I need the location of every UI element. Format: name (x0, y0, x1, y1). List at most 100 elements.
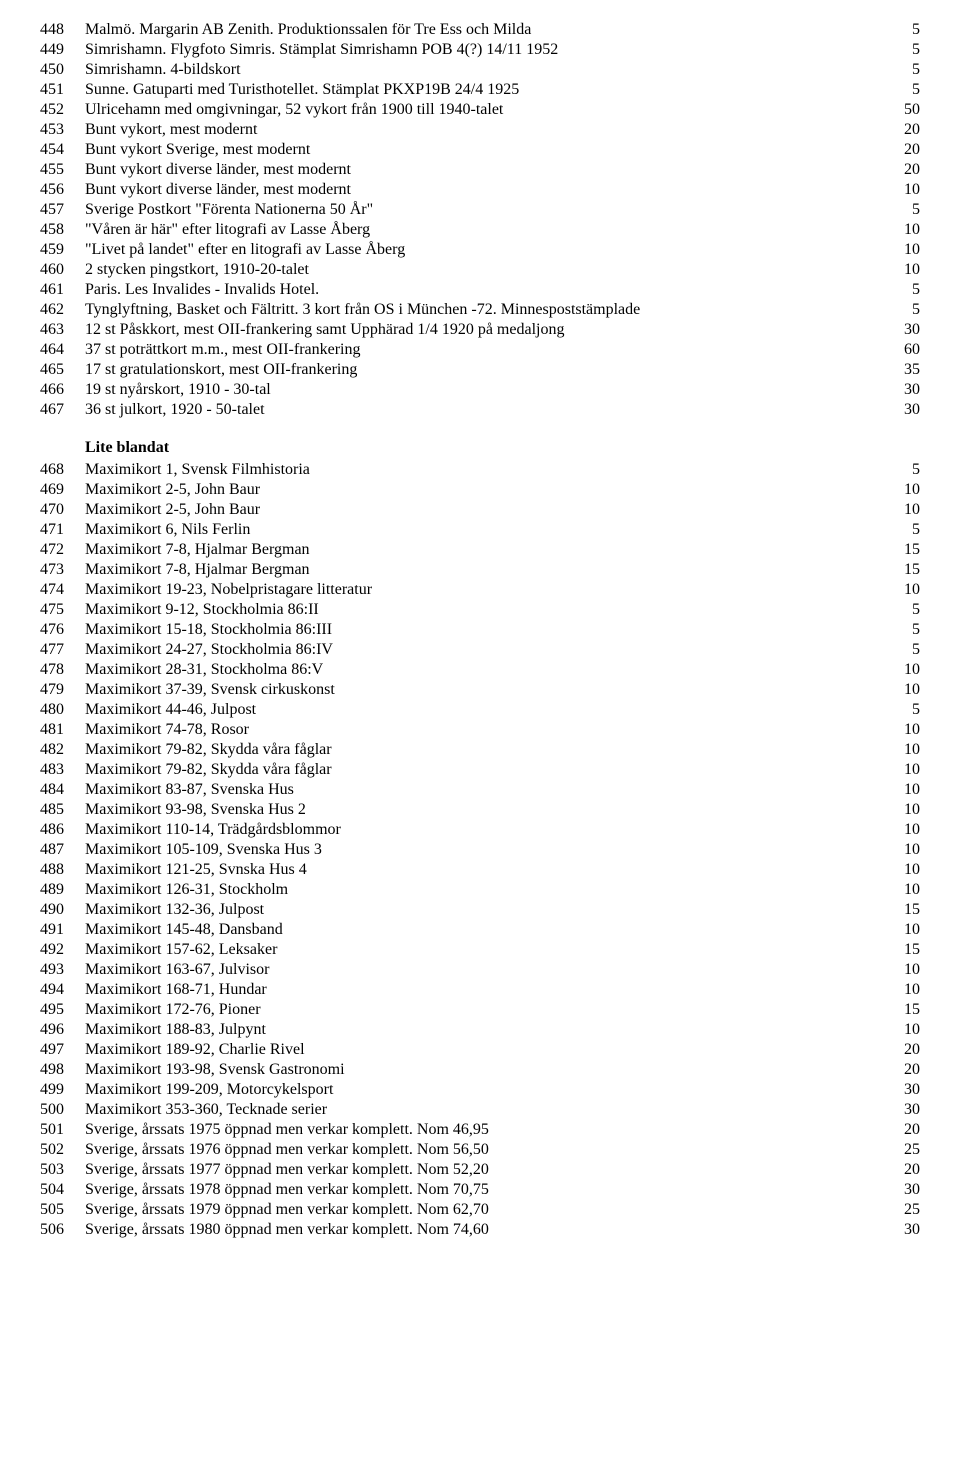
lot-price: 10 (880, 740, 920, 760)
catalog-list-1: 448Malmö. Margarin AB Zenith. Produktion… (40, 20, 920, 420)
lot-description: Maximikort 172-76, Pioner (85, 1000, 880, 1020)
lot-description: Maximikort 110-14, Trädgårdsblommor (85, 820, 880, 840)
catalog-row: 484Maximikort 83-87, Svenska Hus10 (40, 780, 920, 800)
lot-number: 481 (40, 720, 85, 740)
lot-price: 15 (880, 560, 920, 580)
lot-number: 458 (40, 220, 85, 240)
catalog-row: 456Bunt vykort diverse länder, mest mode… (40, 180, 920, 200)
lot-description: 19 st nyårskort, 1910 - 30-tal (85, 380, 880, 400)
lot-number: 500 (40, 1100, 85, 1120)
lot-price: 5 (880, 620, 920, 640)
lot-description: Maximikort 168-71, Hundar (85, 980, 880, 1000)
catalog-row: 459"Livet på landet" efter en litografi … (40, 240, 920, 260)
lot-number: 503 (40, 1160, 85, 1180)
lot-number: 473 (40, 560, 85, 580)
catalog-row: 471Maximikort 6, Nils Ferlin5 (40, 520, 920, 540)
lot-number: 476 (40, 620, 85, 640)
catalog-row: 458"Våren är här" efter litografi av Las… (40, 220, 920, 240)
lot-description: Maximikort 2-5, John Baur (85, 500, 880, 520)
lot-price: 15 (880, 900, 920, 920)
lot-description: Bunt vykort Sverige, mest modernt (85, 140, 880, 160)
lot-description: Maximikort 24-27, Stockholmia 86:IV (85, 640, 880, 660)
lot-number: 463 (40, 320, 85, 340)
catalog-row: 473Maximikort 7-8, Hjalmar Bergman15 (40, 560, 920, 580)
lot-description: Maximikort 1, Svensk Filmhistoria (85, 460, 880, 480)
lot-price: 10 (880, 860, 920, 880)
lot-description: Paris. Les Invalides - Invalids Hotel. (85, 280, 880, 300)
lot-description: Maximikort 121-25, Svnska Hus 4 (85, 860, 880, 880)
catalog-row: 46437 st poträttkort m.m., mest OII-fran… (40, 340, 920, 360)
catalog-row: 491Maximikort 145-48, Dansband10 (40, 920, 920, 940)
lot-price: 50 (880, 100, 920, 120)
catalog-row: 488Maximikort 121-25, Svnska Hus 410 (40, 860, 920, 880)
lot-description: Maximikort 132-36, Julpost (85, 900, 880, 920)
lot-price: 10 (880, 980, 920, 1000)
catalog-row: 486Maximikort 110-14, Trädgårdsblommor10 (40, 820, 920, 840)
catalog-row: 493Maximikort 163-67, Julvisor10 (40, 960, 920, 980)
lot-number: 462 (40, 300, 85, 320)
lot-number: 483 (40, 760, 85, 780)
catalog-row: 499Maximikort 199-209, Motorcykelsport30 (40, 1080, 920, 1100)
lot-number: 506 (40, 1220, 85, 1240)
lot-number: 460 (40, 260, 85, 280)
lot-number: 489 (40, 880, 85, 900)
lot-number: 474 (40, 580, 85, 600)
catalog-row: 501Sverige, årssats 1975 öppnad men verk… (40, 1120, 920, 1140)
lot-description: Maximikort 126-31, Stockholm (85, 880, 880, 900)
catalog-row: 498Maximikort 193-98, Svensk Gastronomi2… (40, 1060, 920, 1080)
lot-price: 10 (880, 840, 920, 860)
catalog-row: 46517 st gratulationskort, mest OII-fran… (40, 360, 920, 380)
lot-description: Sverige, årssats 1975 öppnad men verkar … (85, 1120, 880, 1140)
catalog-row: 490Maximikort 132-36, Julpost15 (40, 900, 920, 920)
lot-number: 496 (40, 1020, 85, 1040)
catalog-row: 480Maximikort 44-46, Julpost5 (40, 700, 920, 720)
lot-price: 25 (880, 1200, 920, 1220)
lot-number: 485 (40, 800, 85, 820)
catalog-row: 500Maximikort 353-360, Tecknade serier30 (40, 1100, 920, 1120)
lot-number: 452 (40, 100, 85, 120)
lot-price: 20 (880, 120, 920, 140)
lot-price: 15 (880, 940, 920, 960)
catalog-row: 506Sverige, årssats 1980 öppnad men verk… (40, 1220, 920, 1240)
lot-description: Maximikort 44-46, Julpost (85, 700, 880, 720)
lot-price: 20 (880, 1060, 920, 1080)
lot-price: 10 (880, 780, 920, 800)
lot-price: 60 (880, 340, 920, 360)
catalog-row: 494Maximikort 168-71, Hundar10 (40, 980, 920, 1000)
lot-description: 17 st gratulationskort, mest OII-franker… (85, 360, 880, 380)
lot-number: 498 (40, 1060, 85, 1080)
lot-description: Maximikort 2-5, John Baur (85, 480, 880, 500)
lot-description: Maximikort 74-78, Rosor (85, 720, 880, 740)
lot-number: 454 (40, 140, 85, 160)
lot-number: 472 (40, 540, 85, 560)
catalog-row: 457Sverige Postkort "Förenta Nationerna … (40, 200, 920, 220)
lot-price: 10 (880, 760, 920, 780)
lot-price: 30 (880, 1100, 920, 1120)
catalog-row: 481Maximikort 74-78, Rosor10 (40, 720, 920, 740)
lot-description: 37 st poträttkort m.m., mest OII-franker… (85, 340, 880, 360)
lot-description: Maximikort 15-18, Stockholmia 86:III (85, 620, 880, 640)
catalog-list-2: 468Maximikort 1, Svensk Filmhistoria5469… (40, 460, 920, 1240)
catalog-row: 46619 st nyårskort, 1910 - 30-tal30 (40, 380, 920, 400)
lot-number: 451 (40, 80, 85, 100)
lot-number: 466 (40, 380, 85, 400)
catalog-row: 485Maximikort 93-98, Svenska Hus 210 (40, 800, 920, 820)
lot-description: Sverige Postkort "Förenta Nationerna 50 … (85, 200, 880, 220)
lot-description: Bunt vykort, mest modernt (85, 120, 880, 140)
lot-description: Maximikort 353-360, Tecknade serier (85, 1100, 880, 1120)
lot-price: 5 (880, 700, 920, 720)
lot-price: 5 (880, 460, 920, 480)
lot-number: 495 (40, 1000, 85, 1020)
lot-price: 10 (880, 820, 920, 840)
lot-description: Maximikort 188-83, Julpynt (85, 1020, 880, 1040)
catalog-row: 497Maximikort 189-92, Charlie Rivel20 (40, 1040, 920, 1060)
catalog-row: 503Sverige, årssats 1977 öppnad men verk… (40, 1160, 920, 1180)
lot-description: Sunne. Gatuparti med Turisthotellet. Stä… (85, 80, 880, 100)
catalog-row: 476Maximikort 15-18, Stockholmia 86:III5 (40, 620, 920, 640)
catalog-row: 4602 stycken pingstkort, 1910-20-talet10 (40, 260, 920, 280)
catalog-row: 478Maximikort 28-31, Stockholma 86:V10 (40, 660, 920, 680)
lot-number: 461 (40, 280, 85, 300)
lot-price: 20 (880, 1160, 920, 1180)
lot-price: 5 (880, 20, 920, 40)
catalog-row: 46736 st julkort, 1920 - 50-talet30 (40, 400, 920, 420)
